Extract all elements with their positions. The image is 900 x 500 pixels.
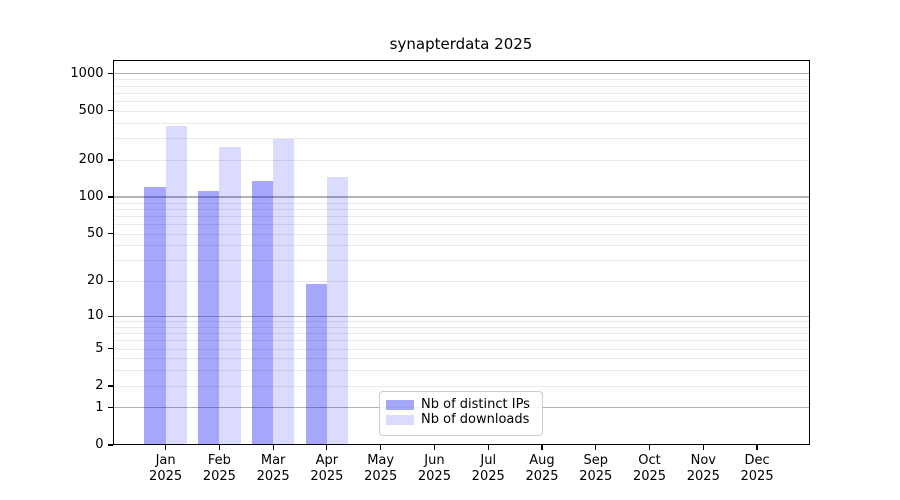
bar-distinct-ips-apr <box>305 283 327 445</box>
x-tick-label-mar: Mar 2025 <box>256 453 290 484</box>
y-tick-label-0: 0 <box>95 437 104 452</box>
y-tick-1 <box>107 407 113 409</box>
x-tick-sep <box>595 445 597 450</box>
y-tick-label-500: 500 <box>78 102 104 118</box>
y-tick-10 <box>107 315 113 317</box>
gridline-minor-30 <box>112 260 810 262</box>
x-tick-label-dec: Dec 2025 <box>740 453 774 484</box>
y-tick-5 <box>107 348 113 350</box>
x-tick-label-jul: Jul 2025 <box>471 453 505 484</box>
gridline-minor-800 <box>112 85 810 87</box>
y-tick-20 <box>107 280 113 282</box>
gridline-minor-600 <box>112 101 810 103</box>
legend-label-downloads: Nb of downloads <box>421 412 530 427</box>
y-tick-label-2: 2 <box>95 377 104 393</box>
x-tick-jan <box>165 445 167 450</box>
gridline-minor-8 <box>112 326 810 328</box>
x-tick-may <box>380 445 382 450</box>
bar-distinct-ips-jan <box>144 186 166 445</box>
gridline-major-10 <box>112 315 810 317</box>
x-tick-label-aug: Aug 2025 <box>525 453 559 484</box>
gridline-major-1000 <box>112 73 810 75</box>
x-tick-mar <box>272 445 274 450</box>
gridline-minor-90 <box>112 202 810 204</box>
x-tick-apr <box>326 445 328 450</box>
plot-area: Nb of distinct IPs Nb of downloads <box>112 59 810 445</box>
gridline-minor-400 <box>112 122 810 124</box>
y-tick-label-20: 20 <box>86 273 104 289</box>
x-tick-label-may: May 2025 <box>364 453 398 484</box>
x-tick-label-nov: Nov 2025 <box>686 453 720 484</box>
bar-distinct-ips-feb <box>198 190 220 445</box>
gridline-minor-6 <box>112 340 810 342</box>
y-tick-label-200: 200 <box>78 151 104 167</box>
y-tick-label-5: 5 <box>95 340 104 356</box>
gridline-minor-5 <box>112 348 810 350</box>
legend: Nb of distinct IPs Nb of downloads <box>379 391 543 436</box>
x-tick-jul <box>487 445 489 450</box>
gridline-minor-9 <box>112 321 810 323</box>
y-tick-label-10: 10 <box>86 308 104 324</box>
y-tick-500 <box>107 110 113 112</box>
x-tick-oct <box>648 445 651 450</box>
gridline-minor-80 <box>112 208 810 210</box>
bar-downloads-feb <box>219 146 241 445</box>
gridline-minor-200 <box>112 159 810 161</box>
gridline-minor-2 <box>112 385 810 387</box>
x-tick-label-oct: Oct 2025 <box>632 453 667 484</box>
gridline-minor-3 <box>112 370 810 372</box>
gridline-minor-700 <box>112 92 810 94</box>
gridline-minor-70 <box>112 215 810 217</box>
gridline-minor-900 <box>112 79 810 81</box>
y-tick-1000 <box>107 73 113 75</box>
bar-downloads-apr <box>326 177 349 445</box>
x-tick-label-apr: Apr 2025 <box>310 453 344 484</box>
y-tick-label-50: 50 <box>86 225 104 241</box>
bar-downloads-mar <box>273 138 295 445</box>
gridline-minor-300 <box>112 138 810 140</box>
y-tick-50 <box>107 233 113 235</box>
x-tick-label-jun: Jun 2025 <box>417 453 451 484</box>
y-tick-label-1: 1 <box>95 399 104 415</box>
gridline-minor-7 <box>112 333 810 335</box>
y-tick-0 <box>107 444 113 446</box>
legend-swatch-downloads <box>386 415 414 425</box>
chart-title: synapterdata 2025 <box>389 35 533 53</box>
gridline-minor-20 <box>112 281 810 283</box>
gridline-minor-4 <box>112 358 810 360</box>
y-tick-2 <box>107 385 113 387</box>
y-tick-label-100: 100 <box>78 188 104 204</box>
x-tick-jun <box>433 445 436 450</box>
x-tick-label-feb: Feb 2025 <box>202 453 236 484</box>
gridline-minor-500 <box>112 110 810 112</box>
y-tick-label-1000: 1000 <box>70 65 104 81</box>
gridline-major-100 <box>112 196 810 198</box>
legend-label-distinct-ips: Nb of distinct IPs <box>421 397 530 412</box>
x-tick-nov <box>702 445 704 450</box>
x-tick-feb <box>218 445 220 450</box>
bar-distinct-ips-mar <box>251 181 274 445</box>
x-tick-dec <box>756 445 758 450</box>
y-tick-200 <box>107 159 113 161</box>
gridline-minor-60 <box>112 224 810 226</box>
x-tick-label-sep: Sep 2025 <box>579 453 613 484</box>
y-tick-100 <box>107 196 113 198</box>
x-tick-label-jan: Jan 2025 <box>149 453 183 484</box>
x-tick-aug <box>541 445 543 450</box>
gridline-minor-50 <box>112 233 810 235</box>
legend-swatch-distinct-ips <box>386 400 414 410</box>
gridline-minor-40 <box>112 245 810 247</box>
bar-downloads-jan <box>165 125 187 445</box>
